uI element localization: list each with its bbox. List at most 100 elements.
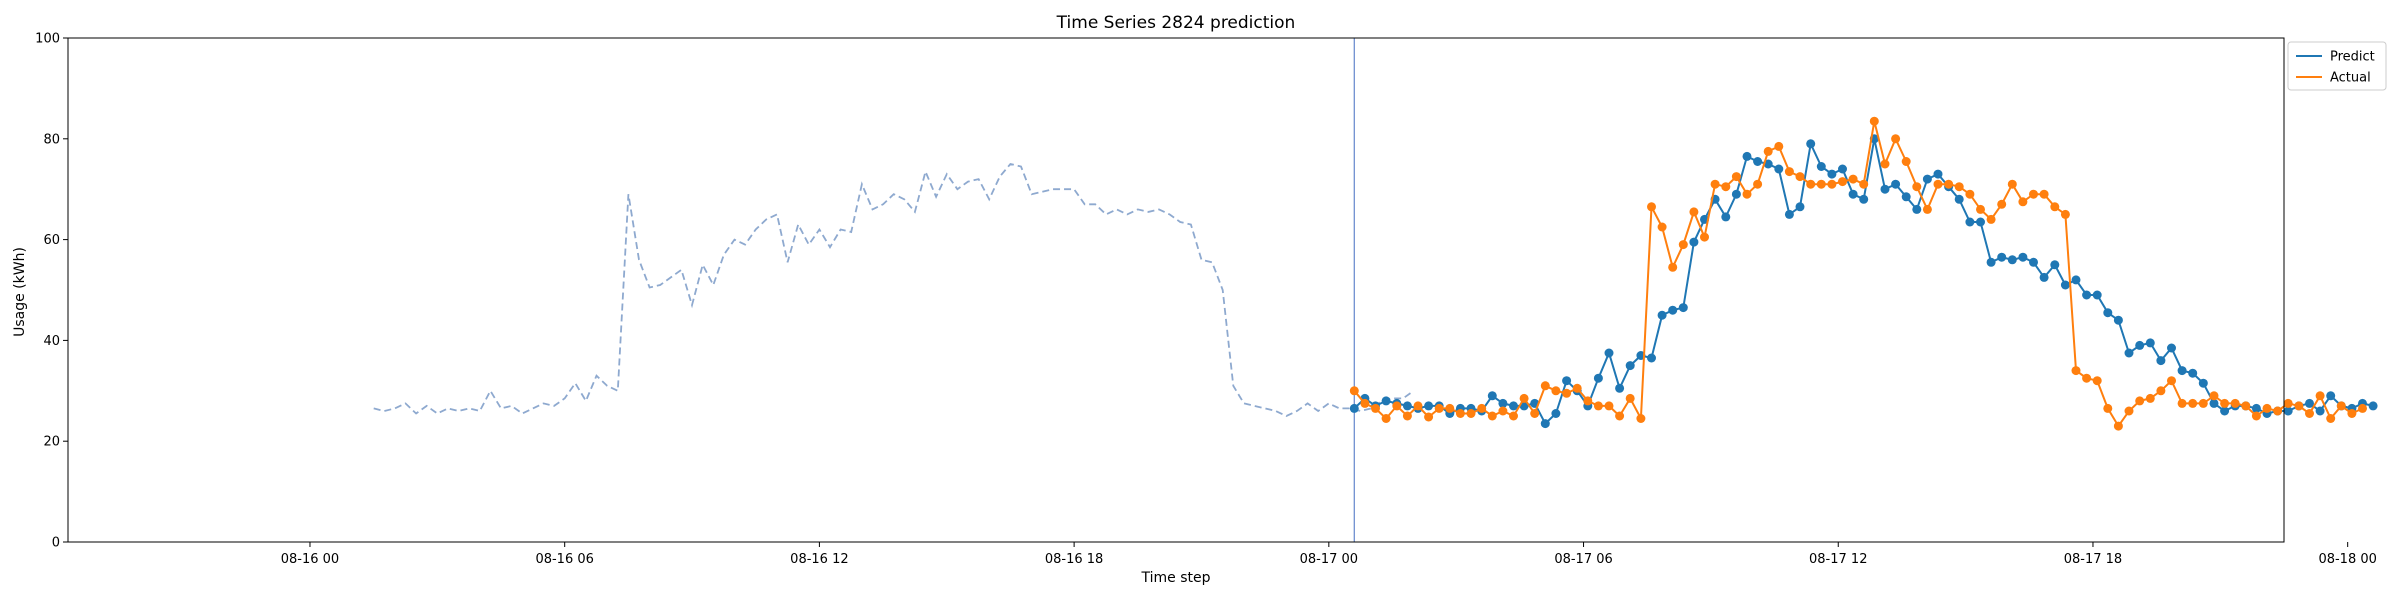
chart-title: Time Series 2824 prediction: [1056, 13, 1296, 33]
actual-point: [2113, 421, 2123, 431]
actual-point: [2273, 406, 2283, 416]
actual-point: [2007, 179, 2017, 189]
predict-point: [2071, 275, 2081, 285]
actual-point: [2326, 414, 2336, 423]
actual-point: [1509, 411, 1518, 421]
predict-point: [1742, 151, 1752, 161]
y-tick-label: 80: [43, 132, 60, 147]
actual-point: [1710, 179, 1720, 189]
x-tick-label: 08-17 18: [2064, 552, 2122, 567]
predict-point: [2368, 401, 2378, 411]
predict-point: [1540, 419, 1550, 429]
actual-point: [2241, 401, 2251, 411]
predict-point: [1668, 305, 1678, 315]
actual-point: [2198, 398, 2208, 408]
predict-point: [2315, 406, 2325, 416]
series-actual: [1349, 116, 2367, 431]
actual-point: [2039, 189, 2049, 199]
predict-point: [1381, 396, 1391, 406]
actual-point: [1413, 401, 1423, 411]
predict-point: [2018, 252, 2028, 262]
predict-point: [2050, 260, 2060, 270]
actual-point: [1689, 207, 1699, 217]
actual-point: [2156, 386, 2166, 396]
actual-point: [1519, 393, 1529, 403]
actual-point: [1530, 409, 1540, 418]
predict-point: [2103, 308, 2113, 318]
x-tick-label: 08-17 06: [1554, 552, 1612, 567]
actual-point: [2188, 398, 2198, 408]
x-tick-label: 08-18 00: [2318, 552, 2376, 567]
predict-point: [1795, 202, 1805, 212]
x-tick-label: 08-16 12: [790, 552, 848, 567]
predict-point: [1997, 252, 2007, 262]
predict-point: [2124, 348, 2134, 358]
actual-point: [1731, 172, 1741, 182]
predict-point: [1763, 159, 1773, 169]
predict-point: [1838, 164, 1847, 174]
actual-point: [1657, 222, 1667, 232]
actual-point: [1838, 177, 1847, 187]
actual-point: [1551, 386, 1561, 396]
actual-point: [1742, 189, 1752, 199]
actual-point: [1816, 179, 1826, 189]
actual-point: [1381, 414, 1391, 423]
y-tick-label: 20: [43, 435, 60, 450]
actual-point: [1784, 167, 1794, 177]
y-tick-label: 0: [52, 536, 60, 551]
predict-point: [1976, 217, 1985, 227]
predict-point: [1424, 401, 1434, 411]
actual-point: [2283, 398, 2293, 408]
predict-point: [1562, 376, 1572, 386]
predict-point: [2283, 406, 2293, 416]
actual-point: [1455, 409, 1465, 418]
actual-point: [1593, 401, 1603, 411]
predict-point: [1657, 310, 1667, 320]
predict-point: [1901, 192, 1911, 202]
actual-point: [2347, 409, 2357, 418]
predict-point: [1922, 174, 1932, 184]
y-tick-label: 100: [35, 32, 60, 47]
predict-point: [2007, 255, 2017, 265]
actual-point: [1615, 411, 1625, 421]
actual-point: [1901, 157, 1911, 166]
actual-point: [2103, 403, 2113, 413]
predict-point: [1731, 189, 1741, 199]
predict-point: [2198, 378, 2208, 388]
actual-point: [1721, 182, 1731, 192]
predict-point: [1678, 303, 1688, 313]
actual-point: [1402, 411, 1412, 421]
predict-point: [2156, 356, 2166, 366]
x-tick-label: 08-16 06: [535, 552, 593, 567]
actual-point: [1540, 381, 1550, 391]
actual-point: [1944, 179, 1954, 189]
actual-point: [1774, 141, 1784, 151]
actual-point: [1859, 179, 1869, 189]
predict-point: [2060, 280, 2070, 290]
actual-point: [2145, 393, 2155, 403]
actual-point: [2060, 209, 2070, 219]
predict-point: [1498, 398, 1508, 408]
actual-point: [1562, 388, 1572, 398]
predict-point: [2305, 398, 2314, 408]
predict-point: [2326, 391, 2336, 401]
predict-point: [1965, 217, 1975, 227]
predict-point: [1848, 189, 1858, 199]
actual-point: [1572, 383, 1582, 393]
actual-point: [1371, 403, 1380, 413]
predict-point: [1859, 194, 1869, 204]
actual-point: [1976, 204, 1985, 214]
actual-point: [1604, 401, 1614, 411]
predict-point: [1912, 204, 1922, 214]
actual-point: [2124, 406, 2134, 416]
actual-point: [2050, 202, 2060, 212]
y-tick-label: 40: [43, 334, 60, 349]
predict-point: [1402, 401, 1412, 411]
predict-point: [2135, 340, 2145, 350]
x-tick-label: 08-16 18: [1045, 552, 1103, 567]
actual-point: [2315, 391, 2325, 401]
actual-point: [2029, 189, 2038, 199]
actual-point: [1848, 174, 1858, 184]
actual-point: [1986, 214, 1996, 224]
